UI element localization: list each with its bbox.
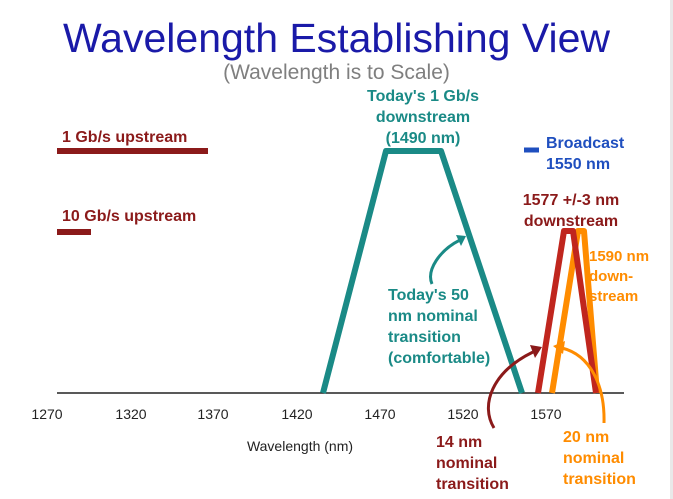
page-subtitle: (Wavelength is to Scale) [223, 61, 450, 84]
downstream-1577-band [535, 228, 599, 394]
curved-arrow-icon [486, 345, 542, 429]
broadcast-label: Broadcast 1550 nm [546, 135, 625, 173]
tick-label: 1570 [530, 406, 562, 422]
tick-label: 1520 [447, 406, 479, 422]
tick-label: 1320 [115, 406, 147, 422]
page-title: Wavelength Establishing View [63, 15, 610, 61]
tick-label: 1270 [31, 406, 63, 422]
tick-label: 1370 [197, 406, 229, 422]
curved-arrow-icon [429, 235, 466, 285]
tick-label: 1420 [281, 406, 313, 422]
tick-label: 1470 [364, 406, 396, 422]
downstream-1490-label: Today's 1 Gb/s downstream (1490 nm) [367, 88, 479, 147]
curved-arrow-icon [553, 341, 606, 424]
window-edge [670, 0, 673, 499]
downstream-1590-band [549, 228, 600, 394]
transition-50-label: Today's 50 nm nominal transition (comfor… [388, 287, 491, 367]
upstream-10g-label: 10 Gb/s upstream [62, 208, 197, 225]
x-axis-label: Wavelength (nm) [246, 438, 354, 454]
downstream-1577-label: 1577 +/-3 nm downstream [522, 192, 620, 230]
upstream-1g-label: 1 Gb/s upstream [62, 129, 188, 146]
transition-14-label: 14 nm nominal transition [436, 434, 509, 493]
downstream-1590-label: 1590 nm down- stream [589, 248, 650, 305]
downstream-1490-band [320, 148, 525, 394]
transition-20-label: 20 nm nominal transition [563, 429, 636, 488]
